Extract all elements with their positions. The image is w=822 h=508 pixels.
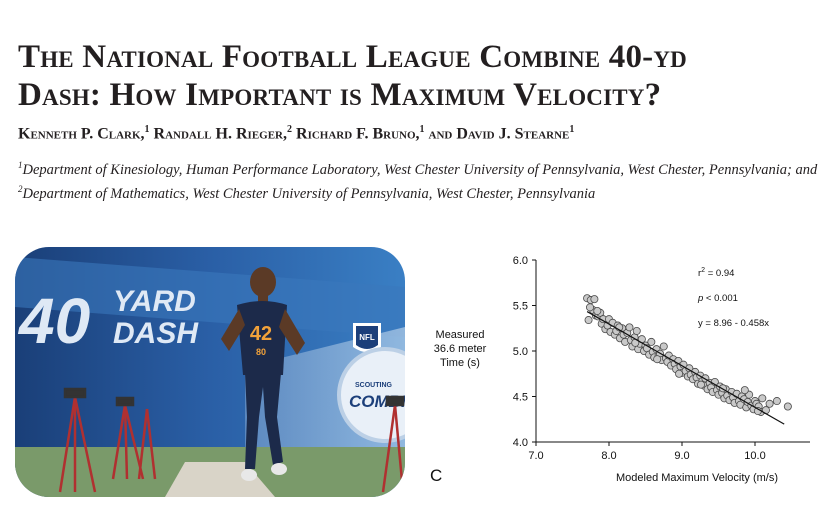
data-point <box>590 295 599 304</box>
x-tick-label: 8.0 <box>601 450 616 462</box>
data-point <box>696 380 705 389</box>
plot-area: 4.0 4.5 5.0 5.5 6.0 7.0 8.0 9.0 10.0 <box>513 255 810 462</box>
p-value-text: < 0.001 <box>703 293 738 304</box>
combine-photo: 40 YARD DASH NFL SCOUTING COMBI <box>15 247 405 497</box>
camera-tripod-left <box>58 387 97 493</box>
y-tick-label: 6.0 <box>513 255 528 267</box>
jersey-number-small: 80 <box>256 347 266 357</box>
data-point <box>625 323 634 332</box>
r-squared-symbol: r <box>698 268 701 279</box>
banner-word-dash: DASH <box>113 317 199 350</box>
x-tick-label: 9.0 <box>674 450 689 462</box>
data-point <box>740 386 749 395</box>
data-point <box>647 337 656 346</box>
data-point <box>584 316 593 325</box>
affiliation-mark-2: 2 <box>18 183 23 194</box>
author-name: Randall H. Rieger, <box>153 125 288 143</box>
scatter-chart: 4.0 4.5 5.0 5.5 6.0 7.0 8.0 9.0 10.0 Measured 36… <box>434 255 810 484</box>
data-point <box>586 303 595 312</box>
title-line-2: Dash: How Important is Maximum Velocity? <box>18 77 662 113</box>
p-value-symbol: p <box>697 293 703 304</box>
author-name: Kenneth P. Clark, <box>18 125 145 143</box>
regression-equation: y = 8.96 - 0.458x <box>698 318 769 329</box>
affiliation-mark-1: 1 <box>18 160 23 170</box>
data-point <box>675 369 684 378</box>
author-name: and David J. Stearne <box>428 125 570 143</box>
author-affiliation-mark: 1 <box>144 124 150 135</box>
y-tick-label: 4.0 <box>513 437 528 449</box>
banner-number: 40 <box>17 285 90 357</box>
data-point <box>659 342 668 351</box>
regression-line <box>586 311 785 425</box>
panel-label: C <box>430 466 443 485</box>
x-tick-label: 7.0 <box>528 450 543 462</box>
nfl-logo: NFL <box>353 323 381 352</box>
author-affiliation-mark: 1 <box>569 124 575 135</box>
affiliations: 1Department of Kinesiology, Human Perfor… <box>18 156 818 204</box>
p-value-annotation: p < 0.001 <box>697 293 738 304</box>
jersey-number: 42 <box>250 323 272 345</box>
affiliation-text-1: Department of Kinesiology, Human Perform… <box>22 161 818 178</box>
backdrop-stripe <box>15 257 405 337</box>
data-point <box>653 355 662 364</box>
author-name: Richard F. Bruno, <box>296 125 420 143</box>
athlete: 42 80 <box>221 267 305 481</box>
data-point <box>765 399 774 408</box>
photo-illustration: 40 YARD DASH NFL SCOUTING COMBI <box>15 247 405 497</box>
r-squared-annotation: r2 = 0.94 <box>698 267 734 279</box>
x-axis-label: Modeled Maximum Velocity (m/s) <box>616 472 778 484</box>
paper-title: The National Football League Combine 40-… <box>18 38 818 114</box>
author-affiliation-mark: 2 <box>287 124 293 135</box>
title-line-1: The National Football League Combine 40-… <box>18 39 687 75</box>
y-axis-label-line-1: Measured <box>436 329 485 341</box>
data-point <box>758 394 767 403</box>
y-tick-label: 5.5 <box>513 301 528 313</box>
affiliation-text-2: Department of Mathematics, West Chester … <box>22 185 596 202</box>
camera-tripod-right <box>381 395 405 493</box>
nfl-logo-text: NFL <box>359 333 375 342</box>
y-tick-label: 5.0 <box>513 346 528 358</box>
author-affiliation-mark: 1 <box>419 124 425 135</box>
camera-tripod-middle <box>111 396 157 480</box>
y-axis-label-line-3: Time (s) <box>440 357 480 369</box>
y-axis-label-line-2: 36.6 meter <box>434 343 487 355</box>
data-point <box>632 326 641 335</box>
x-tick-label: 10.0 <box>744 450 765 462</box>
data-point <box>772 397 781 406</box>
badge-subtext: SCOUTING <box>355 382 393 389</box>
r-squared-value: = 0.94 <box>705 268 734 279</box>
banner-word-yard: YARD <box>113 285 196 318</box>
author-list: Kenneth P. Clark,1 Randall H. Rieger,2 R… <box>18 124 818 143</box>
data-point <box>593 306 602 315</box>
data-point <box>783 402 792 411</box>
y-tick-label: 4.5 <box>513 392 528 404</box>
r-squared-superscript: 2 <box>701 267 705 274</box>
